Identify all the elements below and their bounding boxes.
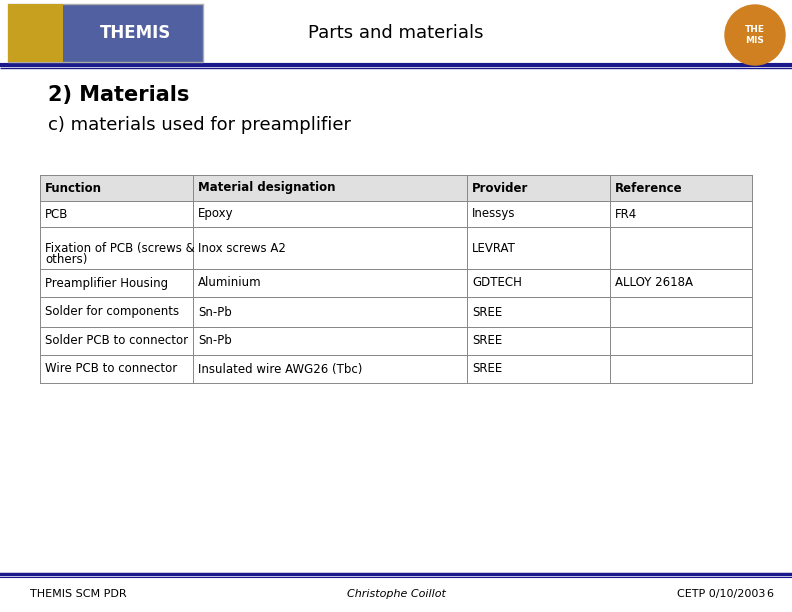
Bar xyxy=(40,327,752,355)
Text: SREE: SREE xyxy=(472,335,502,348)
Text: FR4: FR4 xyxy=(615,207,637,220)
Text: LEVRAT: LEVRAT xyxy=(472,242,516,255)
Text: THE
MIS: THE MIS xyxy=(745,25,765,45)
Text: Epoxy: Epoxy xyxy=(198,207,234,220)
Text: CETP 0/10/2003: CETP 0/10/2003 xyxy=(677,589,765,599)
Text: THEMIS SCM PDR: THEMIS SCM PDR xyxy=(30,589,127,599)
Text: Function: Function xyxy=(45,182,102,195)
Bar xyxy=(8,4,203,62)
Text: c) materials used for preamplifier: c) materials used for preamplifier xyxy=(48,116,351,134)
Text: SREE: SREE xyxy=(472,305,502,318)
Text: Wire PCB to connector: Wire PCB to connector xyxy=(45,362,177,376)
Text: Inox screws A2: Inox screws A2 xyxy=(198,242,286,255)
Text: Fixation of PCB (screws &: Fixation of PCB (screws & xyxy=(45,242,195,255)
Text: Parts and materials: Parts and materials xyxy=(308,23,484,42)
Text: 2) Materials: 2) Materials xyxy=(48,85,189,105)
Text: PCB: PCB xyxy=(45,207,68,220)
Bar xyxy=(40,175,752,201)
Text: GDTECH: GDTECH xyxy=(472,277,522,289)
Bar xyxy=(40,201,752,227)
Text: Material designation: Material designation xyxy=(198,182,336,195)
Text: Solder PCB to connector: Solder PCB to connector xyxy=(45,335,188,348)
Text: Sn-Pb: Sn-Pb xyxy=(198,335,232,348)
Text: Provider: Provider xyxy=(472,182,528,195)
Text: Solder for components: Solder for components xyxy=(45,305,179,318)
Circle shape xyxy=(725,5,785,65)
Text: Sn-Pb: Sn-Pb xyxy=(198,305,232,318)
Text: Aluminium: Aluminium xyxy=(198,277,261,289)
Text: Christophe Coillot: Christophe Coillot xyxy=(347,589,445,599)
Text: THEMIS: THEMIS xyxy=(101,24,172,42)
Bar xyxy=(40,355,752,383)
Bar xyxy=(40,297,752,327)
Text: 6: 6 xyxy=(767,589,774,599)
Bar xyxy=(40,227,752,269)
Bar xyxy=(0,0,792,65)
Text: Inessys: Inessys xyxy=(472,207,516,220)
Text: others): others) xyxy=(45,253,87,266)
Text: Preamplifier Housing: Preamplifier Housing xyxy=(45,277,168,289)
Bar xyxy=(8,4,63,62)
Text: ALLOY 2618A: ALLOY 2618A xyxy=(615,277,692,289)
Text: Insulated wire AWG26 (Tbc): Insulated wire AWG26 (Tbc) xyxy=(198,362,363,376)
Text: Reference: Reference xyxy=(615,182,682,195)
Bar xyxy=(40,269,752,297)
Text: SREE: SREE xyxy=(472,362,502,376)
